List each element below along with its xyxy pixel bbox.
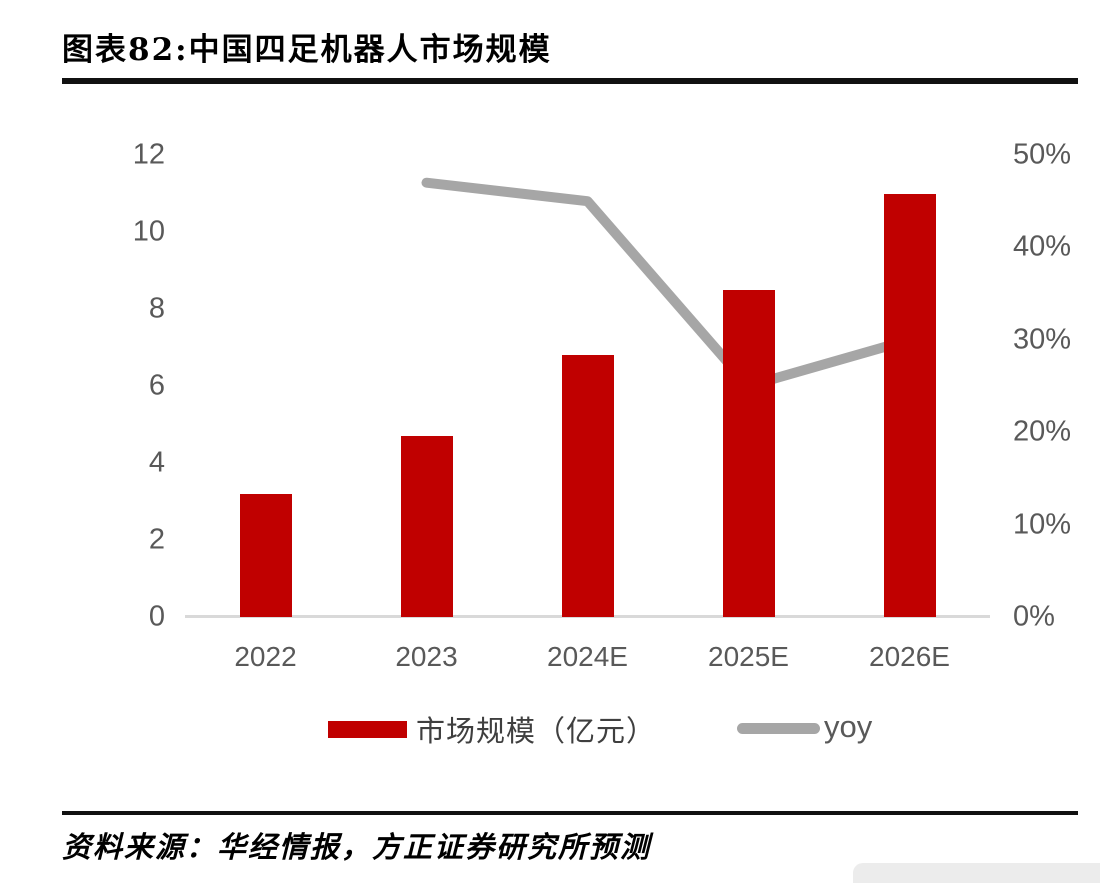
left-axis-tick-6: 6 [148,369,165,402]
right-axis-tick-30%: 30% [1013,323,1072,356]
x-axis-label-2025E: 2025E [708,641,789,672]
right-axis-tick-50%: 50% [1013,138,1072,171]
right-axis-tick-20%: 20% [1013,415,1072,448]
right-axis-tick-40%: 40% [1013,230,1072,263]
legend-line-swatch [737,723,820,734]
yoy-line [421,177,915,391]
x-axis-label-2024E: 2024E [547,641,628,672]
x-axis-label-2023: 2023 [395,641,458,672]
bar-2022 [239,493,292,617]
left-axis-tick-12: 12 [132,138,165,171]
source-text: 资料来源：华经情报，方正证券研究所预测 [62,830,652,864]
left-axis-tick-4: 4 [148,446,165,479]
left-axis-tick-0: 0 [148,600,165,633]
legend-line-label: yoy [824,709,873,744]
left-axis-tick-2: 2 [148,523,165,556]
corner-overlay [853,863,1100,883]
left-axis-tick-8: 8 [148,292,165,325]
right-axis-tick-10%: 10% [1013,508,1072,541]
x-axis-label-2026E: 2026E [869,641,950,672]
source-divider-rule [62,811,1078,815]
bar-2025E [722,289,775,617]
title-divider-rule [62,78,1078,84]
chart-title: 图表82:中国四足机器人市场规模 [62,32,552,68]
bar-2026E [883,193,936,617]
legend-bar-swatch [328,721,407,738]
right-axis-tick-0%: 0% [1013,600,1055,633]
bar-2024E [561,355,614,617]
legend-bar-label: 市场规模（亿元） [416,714,657,748]
bar-2023 [400,436,453,617]
left-axis-tick-10: 10 [132,215,165,248]
x-axis-label-2022: 2022 [234,641,297,672]
